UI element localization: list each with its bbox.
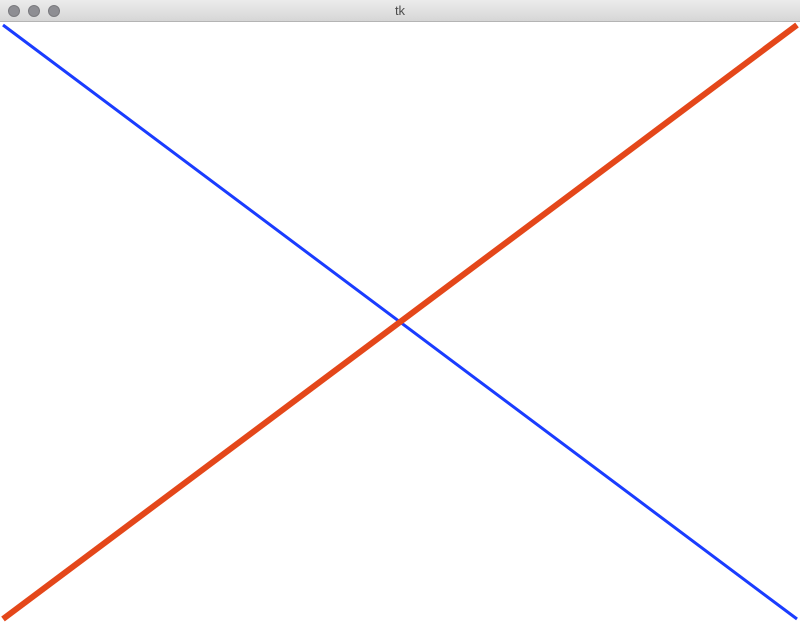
zoom-icon[interactable] <box>48 5 60 17</box>
drawing-canvas[interactable] <box>0 22 800 622</box>
title-bar[interactable]: tk <box>0 0 800 22</box>
canvas-svg <box>1 22 799 622</box>
close-icon[interactable] <box>8 5 20 17</box>
orange-line <box>1 22 799 622</box>
minimize-icon[interactable] <box>28 5 40 17</box>
window-title: tk <box>394 3 406 18</box>
